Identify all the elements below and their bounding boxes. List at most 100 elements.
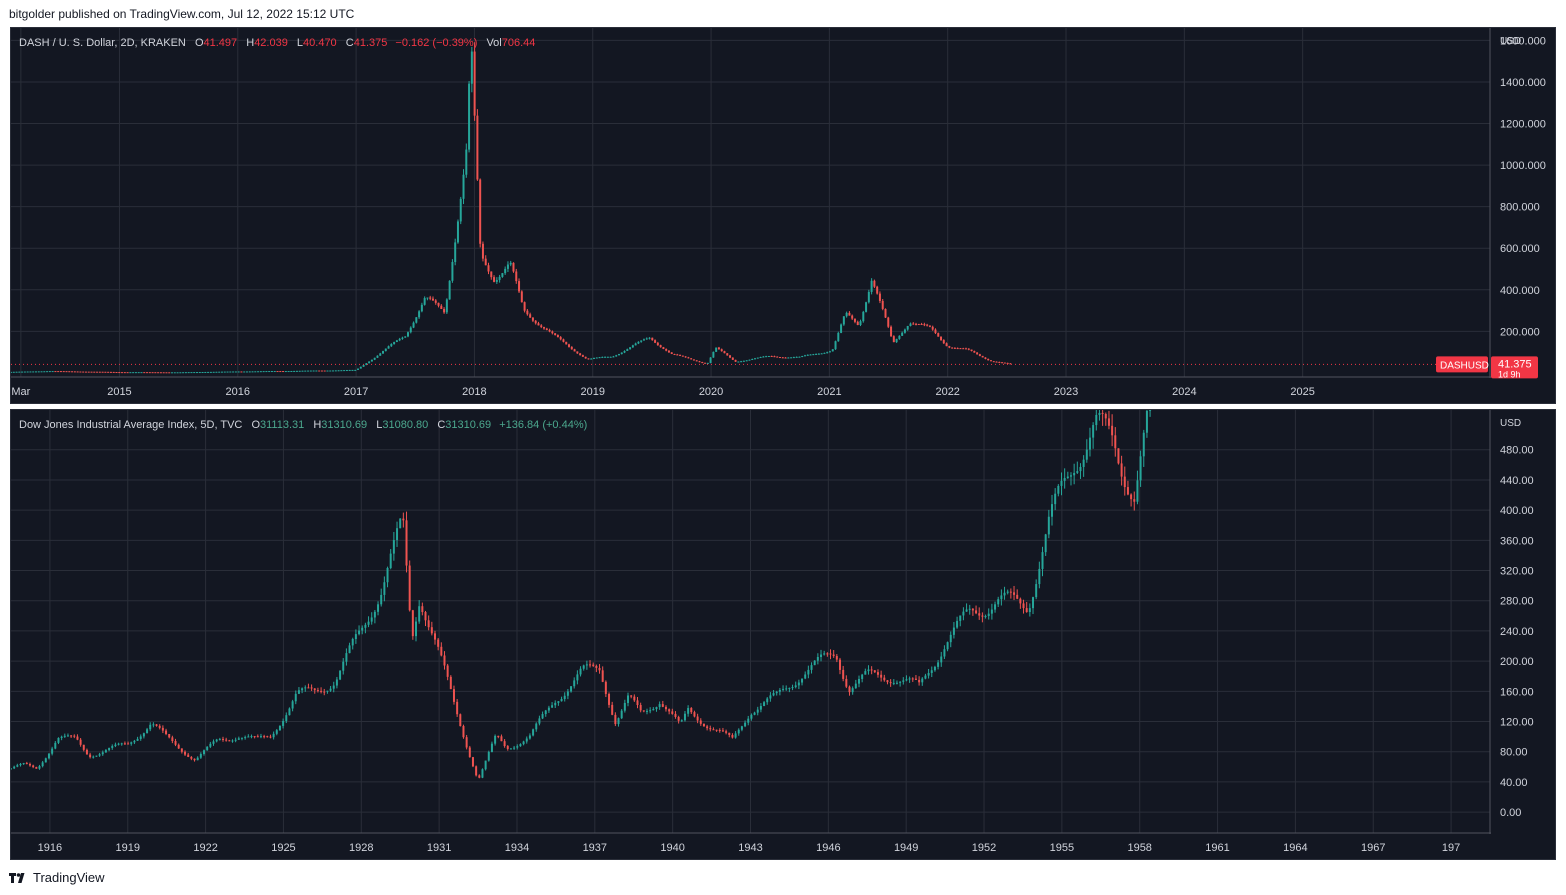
pane2-candle-body: [446, 665, 449, 677]
pane2-x-tick-label: 1919: [116, 842, 140, 854]
pane2-candle-body: [864, 671, 867, 675]
pane2-candle-body: [677, 716, 680, 721]
pane1-candle-body: [226, 371, 229, 373]
dash-chart-svg[interactable]: 1600.000 1400.000 1200.000 1000.000 800.000 6…: [11, 28, 1556, 404]
pane1-candle-body: [906, 325, 909, 330]
pane2-candle-body: [225, 739, 228, 741]
pane2-candle-body: [826, 653, 829, 655]
pane1-candle-body: [59, 371, 62, 373]
pane2-candle-body: [914, 678, 917, 680]
pane1-candle-body: [434, 300, 437, 303]
pane1-candle-body: [615, 355, 618, 357]
pane2-candle-body: [854, 683, 857, 689]
pane1-candle-body: [90, 371, 93, 373]
djia-symbol[interactable]: Dow Jones Industrial Average Index, 5D, …: [19, 419, 243, 431]
pane2-candle-body: [142, 733, 145, 737]
pane2-candle-body: [873, 670, 876, 673]
dash-chart-pane[interactable]: 1600.000 1400.000 1200.000 1000.000 800.000 6…: [10, 27, 1556, 404]
pane2-candle-body: [503, 741, 506, 747]
pane1-candle-body: [65, 371, 68, 373]
pane2-candle-body: [373, 611, 376, 618]
pane1-candle-body: [345, 370, 348, 372]
pane1-candle-body: [295, 370, 298, 372]
pane1-candle-body: [634, 343, 637, 346]
pane2-candle-body: [288, 708, 291, 716]
pane1-candle-body: [479, 179, 482, 244]
pane2-candle-body: [146, 729, 149, 734]
pane2-candle-body: [639, 705, 642, 711]
pane1-candle-body: [706, 362, 709, 364]
pane2-candle-body: [234, 739, 237, 741]
pane2-candle-body: [383, 582, 386, 595]
djia-close-value: 31310.69: [445, 419, 492, 431]
pane1-candle-body: [307, 370, 310, 372]
pane1-candle-body: [629, 347, 632, 350]
pane2-x-tick-label: 1961: [1205, 842, 1229, 854]
pane1-candle-body: [504, 268, 507, 274]
pane2-candle-body: [411, 610, 414, 637]
pane2-candle-body: [206, 746, 209, 751]
pane2-x-tick-label: 1946: [816, 842, 840, 854]
pane1-time-axis: [11, 378, 1555, 403]
symbol-badge-label: DASHUSD: [1440, 360, 1489, 371]
pane2-candle-body: [810, 665, 813, 670]
pane1-candle-body: [923, 324, 926, 326]
pane2-candle-body: [323, 691, 326, 693]
djia-chart-pane[interactable]: 480.00 440.00 400.00 360.00 320.00 280.00 240.…: [10, 409, 1556, 860]
djia-chart-svg[interactable]: 480.00 440.00 400.00 360.00 320.00 280.00 240.…: [11, 410, 1556, 860]
djia-change: +136.84 (+0.44%): [499, 419, 588, 431]
pane1-candle-body: [440, 305, 443, 309]
pane2-candle-body: [130, 742, 133, 744]
pane2-candle-body: [766, 698, 769, 703]
pane1-candle-body: [23, 371, 26, 373]
pane2-candle-body: [1054, 493, 1057, 505]
pane1-candle-body: [1009, 363, 1012, 365]
pane2-candle-body: [519, 744, 522, 747]
pane1-candle-body: [182, 372, 185, 374]
pane2-candle-body: [535, 723, 538, 730]
pane2-candle-body: [32, 765, 35, 768]
pane1-candle-body: [817, 353, 820, 355]
dash-open-label: O: [194, 37, 204, 49]
pane2-x-tick-label: 1964: [1283, 842, 1307, 854]
pane2-candle-body: [481, 769, 484, 778]
pane2-candle-body: [551, 705, 554, 708]
dash-symbol[interactable]: DASH / U. S. Dollar, 2D, KRAKEN: [19, 37, 186, 49]
pane2-candle-body: [671, 711, 674, 714]
pane1-candle-body: [662, 347, 665, 350]
dash-high-label: H: [246, 37, 255, 49]
pane1-candle-body: [581, 355, 584, 357]
pane1-candle-body: [667, 350, 670, 353]
pane1-candle-body: [973, 351, 976, 353]
pane2-candle-body: [820, 654, 823, 658]
pane1-candle-body: [176, 372, 179, 374]
pane2-candle-body: [13, 766, 16, 769]
pane1-candle-body: [670, 352, 673, 355]
pane2-candle-body: [630, 695, 633, 697]
pane1-x-tick-label: 2018: [462, 386, 486, 398]
pane2-candle-body: [1041, 552, 1044, 569]
pane2-candle-body: [987, 613, 990, 617]
pane1-candle-body: [184, 372, 187, 374]
pane2-candle-body: [326, 690, 329, 692]
pane1-candle-body: [76, 371, 79, 373]
pane1-candle-body: [96, 371, 99, 373]
pane1-candle-body: [348, 369, 351, 371]
pane2-candle-body: [1120, 463, 1123, 477]
pane1-candle-body: [382, 351, 385, 354]
pane1-candle-body: [98, 371, 101, 373]
pane1-candle-body: [15, 371, 18, 373]
pane1-candle-body: [395, 340, 398, 343]
pane2-candle-body: [297, 690, 300, 694]
footer-brand[interactable]: TradingView: [9, 870, 105, 885]
pane1-candle-body: [337, 370, 340, 372]
pane2-candle-body: [123, 743, 126, 745]
pane2-candle-body: [611, 704, 614, 715]
pane1-candle-body: [168, 372, 171, 374]
dash-close-label: C: [345, 37, 354, 49]
pane1-candle-body: [293, 370, 296, 372]
pane1-candle-body: [826, 352, 829, 354]
pane1-candle-body: [945, 343, 948, 347]
pane1-candle-body: [815, 353, 818, 355]
pane1-candle-body: [912, 323, 915, 325]
